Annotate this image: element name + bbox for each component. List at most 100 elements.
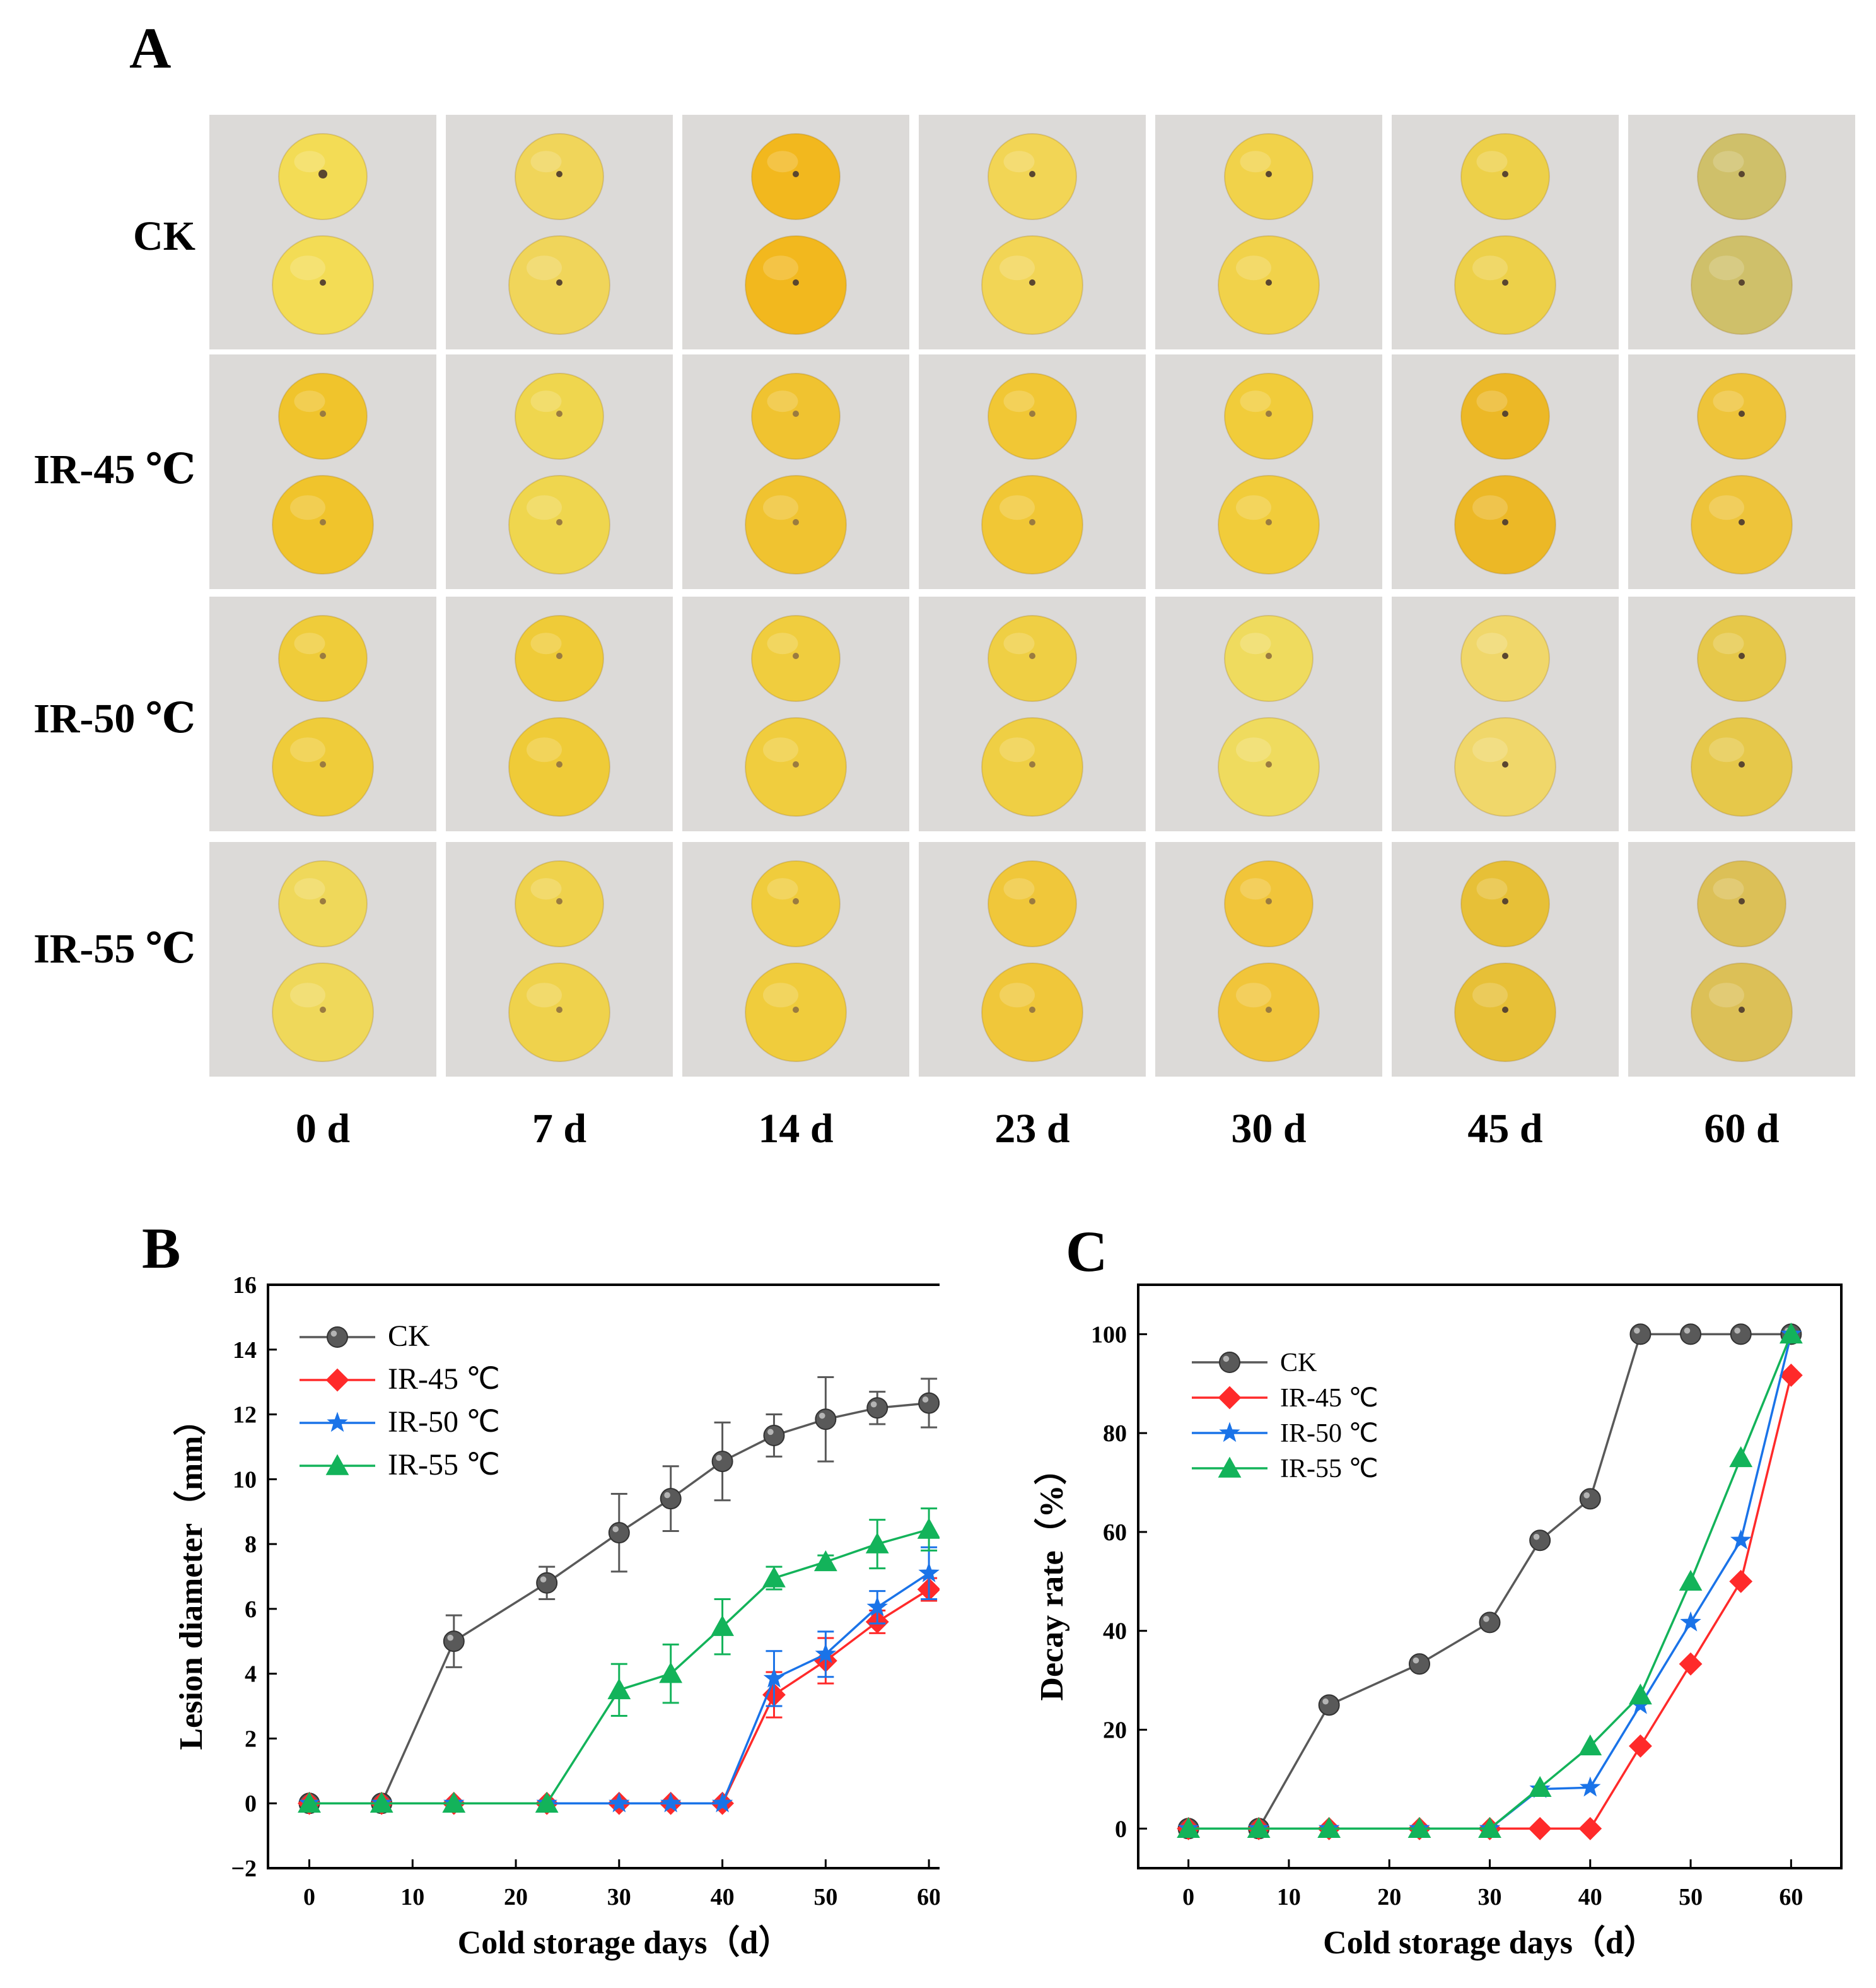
peach-highlight (1709, 737, 1744, 763)
y-tick-label: 2 (245, 1726, 257, 1752)
storage-day-label: 60 d (1704, 1106, 1780, 1152)
x-tick-label: 0 (1182, 1884, 1194, 1910)
legend-label: CK (388, 1319, 430, 1353)
peach-highlight (290, 737, 325, 763)
peach-photo (446, 597, 673, 831)
peach-highlight (1236, 737, 1271, 763)
legend-label: IR-45 ℃ (1280, 1384, 1378, 1413)
data-point-circle (1629, 1323, 1652, 1345)
inoculation-wound (320, 279, 326, 286)
inoculation-wound (320, 653, 326, 659)
inoculation-wound (1502, 411, 1508, 417)
peach-highlight (290, 983, 325, 1008)
data-point-star (763, 1667, 785, 1688)
peach-highlight (763, 255, 798, 281)
peach-highlight (1240, 151, 1271, 173)
x-axis-label: Cold storage days（d） (458, 1924, 791, 1961)
peach-photo (446, 842, 673, 1077)
inoculation-wound (793, 519, 799, 525)
series-line-1 (1188, 1375, 1793, 1830)
inoculation-wound (556, 898, 562, 904)
peach-highlight (1709, 495, 1744, 520)
y-tick-label: 14 (233, 1337, 257, 1364)
data-point-highlight (1634, 1327, 1640, 1334)
peach-highlight (999, 737, 1035, 763)
peach-highlight (530, 878, 562, 900)
peach-photo (1628, 354, 1855, 589)
peach-photo (1155, 842, 1382, 1077)
peach-highlight (1240, 390, 1271, 412)
storage-day-label: 14 d (758, 1106, 834, 1152)
data-point-triangle (762, 1566, 786, 1587)
y-tick-label: 20 (1103, 1717, 1127, 1744)
peach-highlight (999, 983, 1035, 1008)
data-point-star (711, 1792, 733, 1813)
peach-highlight (1476, 151, 1508, 173)
peach-photo (1628, 115, 1855, 349)
inoculation-wound (1266, 898, 1272, 904)
legend-label: CK (1280, 1348, 1317, 1377)
data-point-circle (1409, 1653, 1430, 1675)
peach-highlight (1713, 633, 1744, 655)
inoculation-wound (320, 761, 326, 768)
inoculation-wound (1502, 279, 1508, 286)
peach-highlight (767, 151, 798, 173)
peach-photo (1155, 354, 1382, 589)
inoculation-wound (793, 1007, 799, 1013)
peach-highlight (1713, 390, 1744, 412)
peach-photo (209, 597, 436, 831)
data-point-triangle (1247, 1816, 1271, 1839)
peach-photo (1392, 597, 1619, 831)
data-point-star (1580, 1776, 1601, 1797)
inoculation-wound (1029, 898, 1035, 904)
data-point-highlight (1533, 1533, 1540, 1540)
data-point-triangle (325, 1454, 349, 1475)
x-tick-label: 10 (1277, 1884, 1301, 1910)
x-tick-label: 0 (303, 1884, 315, 1910)
peach-highlight (1476, 390, 1508, 412)
data-point-highlight (664, 1492, 670, 1499)
inoculation-wound (793, 653, 799, 659)
peach-photo (209, 354, 436, 589)
peach-highlight (1240, 633, 1271, 655)
peach-highlight (1476, 633, 1508, 655)
inoculation-wound (1739, 761, 1745, 768)
lesion-diameter-chart: B 0 10 20 30 40 50 60 −2 0 2 4 6 8 10 12 14 16 Cold storag… (142, 1216, 940, 1961)
inoculation-wound (318, 170, 327, 178)
inoculation-wound (556, 411, 562, 417)
legend-label: IR-55 ℃ (1280, 1454, 1378, 1483)
data-point-highlight (1322, 1698, 1329, 1705)
peach-highlight (1472, 983, 1508, 1008)
treatment-row-label: IR-50 ℃ (33, 696, 195, 742)
data-point-triangle (1407, 1816, 1431, 1839)
x-tick-label: 20 (1377, 1884, 1401, 1910)
peach-photo (682, 354, 909, 589)
peach-highlight (1472, 255, 1508, 281)
storage-day-label: 45 d (1467, 1106, 1543, 1152)
data-point-triangle (1177, 1816, 1201, 1839)
inoculation-wound (1739, 411, 1745, 417)
legend-label: IR-50 ℃ (1280, 1419, 1378, 1448)
inoculation-wound (1029, 653, 1035, 659)
inoculation-wound (1029, 1007, 1035, 1013)
peach-highlight (530, 151, 562, 173)
x-tick-label: 60 (1779, 1884, 1803, 1910)
data-point-highlight (330, 1330, 337, 1337)
peach-highlight (763, 983, 798, 1008)
storage-day-label: 0 d (295, 1106, 351, 1152)
legend-label: IR-50 ℃ (388, 1405, 500, 1439)
inoculation-wound (1029, 519, 1035, 525)
inoculation-wound (556, 653, 562, 659)
y-tick-label: 4 (245, 1661, 257, 1688)
inoculation-wound (1502, 1007, 1508, 1013)
peach-highlight (1236, 495, 1271, 520)
inoculation-wound (556, 761, 562, 768)
peach-highlight (1003, 151, 1035, 173)
panel-letter: B (142, 1216, 180, 1280)
peach-photo (919, 115, 1146, 349)
data-point-highlight (1734, 1327, 1740, 1334)
inoculation-wound (793, 171, 799, 177)
peach-photo (1392, 354, 1619, 589)
inoculation-wound (1739, 898, 1745, 904)
